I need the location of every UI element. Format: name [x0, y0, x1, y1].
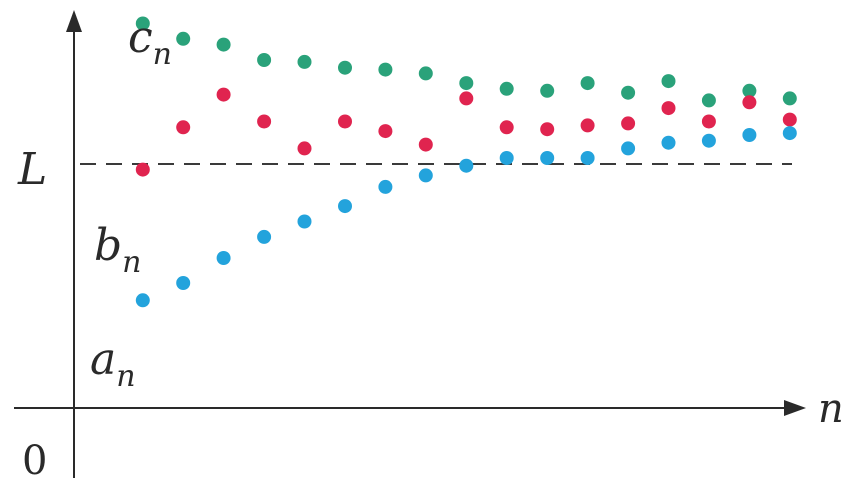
a-n-point-3 [216, 251, 231, 265]
b-n-point-12 [580, 118, 595, 133]
c-n-label-main: c [128, 12, 153, 63]
c-n-point-14 [661, 74, 676, 89]
c-n-label-subscript: n [153, 37, 172, 72]
b-n-label-subscript: n [122, 245, 141, 280]
a-n-point-15 [701, 133, 716, 148]
c-n-point-7 [378, 62, 393, 77]
b-n-point-3 [216, 87, 231, 102]
x-axis-arrowhead [784, 400, 806, 416]
c-n-point-13 [621, 85, 636, 100]
a-n-point-5 [297, 214, 312, 229]
b-n-point-1 [135, 162, 150, 177]
a-n-label-main: a [90, 334, 116, 385]
origin-label: 0 [22, 438, 47, 483]
b-n-point-4 [257, 114, 272, 129]
x-axis-label: n [818, 386, 844, 432]
c-n-point-2 [176, 31, 191, 46]
a-n-point-14 [661, 135, 676, 150]
c-n-point-12 [580, 76, 595, 91]
b-n-label-main: b [94, 220, 122, 271]
b-n-point-5 [297, 141, 312, 156]
c-n-point-9 [459, 76, 474, 91]
a-n-point-11 [540, 151, 555, 165]
c-n-point-3 [216, 37, 231, 52]
c-n-point-5 [297, 54, 312, 69]
b-n-point-15 [701, 114, 716, 129]
limit-label: L [17, 144, 47, 195]
b-n-label: bn [94, 220, 142, 280]
b-n-point-10 [499, 120, 514, 135]
a-n-point-16 [742, 128, 757, 142]
a-n-point-10 [499, 151, 514, 165]
b-n-point-7 [378, 124, 393, 139]
a-n-label: an [90, 334, 136, 394]
c-n-point-17 [782, 91, 797, 106]
b-n-point-16 [742, 95, 757, 110]
a-n-point-13 [621, 141, 636, 156]
b-n-point-14 [661, 101, 676, 116]
b-n-point-11 [540, 122, 555, 137]
b-n-point-2 [176, 120, 191, 135]
a-n-point-8 [418, 168, 433, 183]
a-n-point-2 [176, 276, 191, 290]
a-n-point-4 [257, 229, 272, 244]
a-n-point-6 [338, 199, 352, 214]
c-n-point-8 [418, 66, 433, 81]
c-n-point-10 [499, 81, 514, 96]
a-n-label-subscript: n [116, 359, 135, 394]
b-n-point-9 [459, 91, 474, 106]
c-n-point-11 [540, 83, 555, 98]
c-n-label: cn [128, 12, 172, 72]
a-n-point-12 [580, 151, 595, 165]
b-n-point-8 [418, 137, 433, 152]
y-axis-arrowhead [66, 10, 82, 32]
c-n-point-15 [701, 93, 716, 108]
c-n-point-4 [257, 53, 272, 67]
points-layer [135, 16, 797, 308]
c-n-point-1 [135, 16, 150, 31]
a-n-point-7 [378, 179, 393, 194]
b-n-point-6 [338, 114, 352, 129]
c-n-point-16 [742, 83, 757, 98]
a-n-point-9 [459, 158, 474, 173]
b-n-point-17 [782, 112, 797, 127]
b-n-point-13 [621, 116, 636, 131]
a-n-point-17 [782, 126, 797, 141]
a-n-point-1 [135, 293, 150, 308]
c-n-point-6 [338, 60, 352, 75]
